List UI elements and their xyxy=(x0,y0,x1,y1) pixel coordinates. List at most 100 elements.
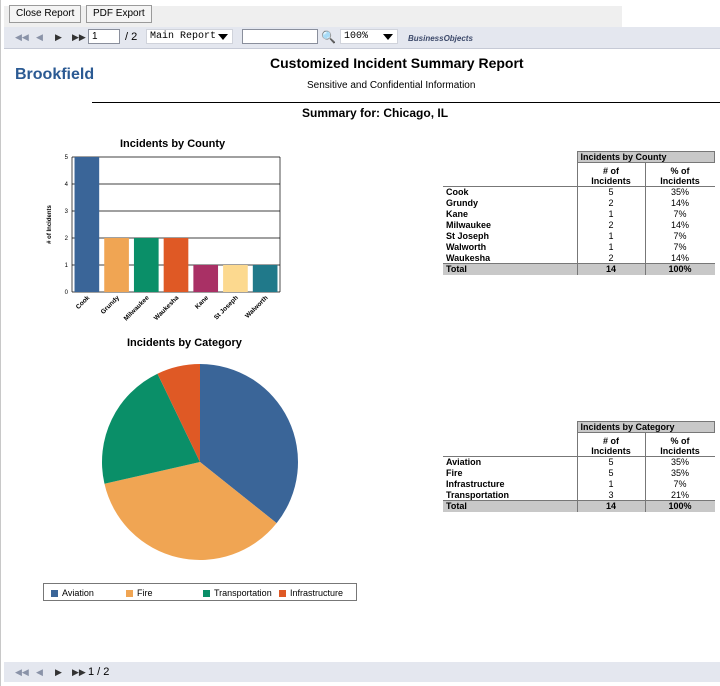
row-percent: 7% xyxy=(644,478,715,490)
zoom-select-value: 100% xyxy=(344,31,369,42)
table-spacer xyxy=(443,422,577,433)
pie-slice xyxy=(104,462,277,560)
page-number-input[interactable]: 1 xyxy=(88,29,120,44)
prev-page-icon[interactable]: ◀ xyxy=(36,32,43,42)
legend-swatch xyxy=(203,590,210,597)
row-count: 5 xyxy=(576,467,645,479)
column-header-count: # of Incidents xyxy=(576,162,645,187)
row-percent: 35% xyxy=(644,186,715,198)
table-row: Walworth 1 7% xyxy=(443,241,715,253)
next-page-icon[interactable]: ▶ xyxy=(55,667,62,677)
bar xyxy=(163,238,189,292)
next-page-icon[interactable]: ▶ xyxy=(55,32,62,42)
row-percent: 7% xyxy=(644,241,715,253)
x-tick-label: Cook xyxy=(75,294,92,311)
row-count: 3 xyxy=(576,489,645,501)
table-title: Incidents by Category xyxy=(576,421,715,433)
y-tick-label: 3 xyxy=(65,209,69,215)
bottom-page-label: 1 / 2 xyxy=(88,666,110,678)
pie-chart-title: Incidents by Category xyxy=(127,337,242,349)
row-name: Kane xyxy=(446,209,469,219)
legend-item: Transportation xyxy=(203,588,272,598)
y-tick-label: 2 xyxy=(65,236,69,242)
table-row: Cook 5 35% xyxy=(443,186,715,198)
row-count: 14 xyxy=(576,263,645,275)
bar xyxy=(223,265,248,292)
x-tick-label: St Joseph xyxy=(213,294,240,321)
category-table: Incidents by Category # of Incidents % of… xyxy=(443,421,715,512)
row-name: Transportation xyxy=(446,489,510,500)
legend-item: Fire xyxy=(126,588,153,598)
row-percent: 14% xyxy=(644,252,715,264)
search-input[interactable] xyxy=(242,29,318,44)
zoom-select[interactable]: 100% xyxy=(340,29,398,44)
y-axis-label: # of Incidents xyxy=(47,205,53,244)
window-border xyxy=(0,0,1,686)
row-count: 1 xyxy=(576,478,645,490)
table-title: Incidents by County xyxy=(576,151,715,163)
close-report-button[interactable]: Close Report xyxy=(9,5,82,23)
header-divider xyxy=(92,102,720,103)
prev-page-icon[interactable]: ◀ xyxy=(36,667,43,677)
binoculars-icon[interactable]: 🔍 xyxy=(321,30,336,44)
bar xyxy=(252,265,278,292)
first-page-icon[interactable]: ◀◀ xyxy=(15,667,29,677)
legend-label: Transportation xyxy=(214,588,272,598)
row-count: 2 xyxy=(576,219,645,231)
table-row: Milwaukee 2 14% xyxy=(443,219,715,231)
report-title: Customized Incident Summary Report xyxy=(270,55,524,71)
row-count: 1 xyxy=(576,241,645,253)
pdf-export-button[interactable]: PDF Export xyxy=(86,5,152,23)
table-spacer xyxy=(443,433,577,457)
row-count: 2 xyxy=(576,197,645,209)
county-table: Incidents by County # of Incidents % of In… xyxy=(443,151,715,275)
y-tick-label: 1 xyxy=(65,263,69,269)
page-total: / 2 xyxy=(125,31,138,43)
table-row: Fire 5 35% xyxy=(443,467,715,479)
category-pie-chart xyxy=(101,364,298,560)
row-count: 2 xyxy=(576,252,645,264)
row-name: Grundy xyxy=(446,198,479,208)
table-total-row: Total 14 100% xyxy=(443,500,715,512)
table-spacer xyxy=(443,163,577,187)
bar xyxy=(104,238,129,292)
row-name: Total xyxy=(443,500,577,512)
pie-legend: Aviation Fire Transportation Infrastruct… xyxy=(43,583,357,601)
table-row: Aviation 5 35% xyxy=(443,456,715,468)
pie-slice xyxy=(200,364,298,524)
row-name: St Joseph xyxy=(446,231,490,241)
legend-swatch xyxy=(279,590,286,597)
report-select[interactable]: Main Report xyxy=(146,29,233,44)
x-tick-label: Grundy xyxy=(100,294,122,316)
row-percent: 7% xyxy=(644,230,715,242)
x-tick-label: Kane xyxy=(194,294,210,310)
table-row: Infrastructure 1 7% xyxy=(443,478,715,490)
legend-label: Fire xyxy=(137,588,153,598)
last-page-icon[interactable]: ▶▶ xyxy=(72,32,86,42)
row-count: 5 xyxy=(576,456,645,468)
report-subtitle: Sensitive and Confidential Information xyxy=(307,80,476,91)
table-total-row: Total 14 100% xyxy=(443,263,715,275)
row-percent: 35% xyxy=(644,456,715,468)
bar xyxy=(193,265,219,292)
column-header-percent: % of Incidents xyxy=(644,432,715,457)
bar xyxy=(133,238,159,292)
chevron-down-icon xyxy=(383,34,393,40)
row-percent: 100% xyxy=(644,263,715,275)
legend-swatch xyxy=(126,590,133,597)
last-page-icon[interactable]: ▶▶ xyxy=(72,667,86,677)
bar-chart-title: Incidents by County xyxy=(120,138,226,150)
column-header-percent: % of Incidents xyxy=(644,162,715,187)
row-percent: 100% xyxy=(644,500,715,512)
legend-label: Infrastructure xyxy=(290,588,344,598)
first-page-icon[interactable]: ◀◀ xyxy=(15,32,29,42)
row-name: Waukesha xyxy=(446,252,491,263)
pie-slice xyxy=(157,364,200,462)
pie-slice xyxy=(101,373,200,484)
x-tick-label: Waukesha xyxy=(153,294,181,322)
bottom-nav-bar: ◀◀ ◀ ▶ ▶▶ 1 / 2 xyxy=(4,662,720,682)
summary-heading: Summary for: Chicago, IL xyxy=(302,106,449,120)
report-select-value: Main Report xyxy=(150,31,217,42)
row-percent: 14% xyxy=(644,219,715,231)
brookfield-logo: Brookfield xyxy=(15,66,95,83)
